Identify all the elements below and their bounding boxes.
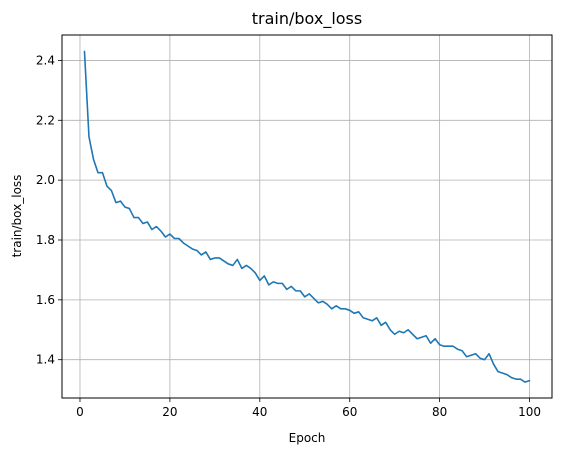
x-tick-label: 60	[342, 405, 357, 419]
series-line	[83, 50, 531, 383]
y-tick-label: 2.2	[36, 113, 55, 127]
y-tick-label: 2.0	[36, 173, 55, 187]
y-tick-label: 2.4	[36, 53, 55, 67]
x-tick-label: 80	[432, 405, 447, 419]
x-tick-label: 20	[162, 405, 177, 419]
x-tick-label: 100	[518, 405, 541, 419]
y-tick-label: 1.8	[36, 233, 55, 247]
y-axis-label: train/box_loss	[10, 175, 24, 258]
x-tick-label: 0	[76, 405, 84, 419]
grid	[62, 35, 552, 398]
y-tick-label: 1.4	[36, 353, 55, 367]
y-axis: 1.4 1.6 1.8 2.0 2.2 2.4	[36, 53, 62, 367]
x-axis-label: Epoch	[289, 431, 326, 445]
x-axis: 0 20 40 60 80 100	[76, 398, 541, 419]
chart-title: train/box_loss	[252, 9, 362, 29]
series-layer	[83, 50, 531, 383]
y-tick-label: 1.6	[36, 293, 55, 307]
x-tick-label: 40	[252, 405, 267, 419]
plot-area	[61, 34, 553, 399]
